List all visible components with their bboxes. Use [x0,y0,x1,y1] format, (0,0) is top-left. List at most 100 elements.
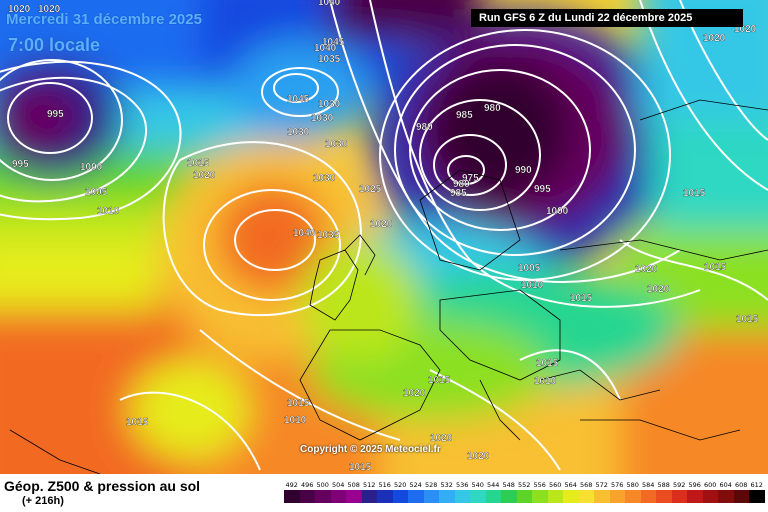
scale-step: 584 [640,481,656,503]
scale-swatch [485,490,501,503]
scale-step: 540 [470,481,486,503]
scale-step: 556 [532,481,548,503]
scale-label: 608 [735,481,748,489]
scale-step: 500 [315,481,331,503]
scale-swatch [563,490,579,503]
isobar-label: 1040 [318,0,341,8]
scale-swatch [671,490,687,503]
scale-swatch [594,490,610,503]
valid-time: 7:00 locale [8,35,101,55]
isobar-label: 985 [456,110,473,121]
scale-step: 568 [578,481,594,503]
scale-swatch [609,490,625,503]
run-info: Run GFS 6 Z du Lundi 22 décembre 2025 [471,9,743,27]
scale-label: 552 [518,481,531,489]
isobar-label: 1015 [536,358,559,369]
isobar-label: 1045 [322,37,345,48]
isobar-label: 980 [453,179,470,190]
scale-step: 564 [563,481,579,503]
isobar-label: 1015 [349,462,372,473]
scale-swatch [377,490,393,503]
scale-swatch [439,490,455,503]
isobar-label: 1020 [703,33,726,44]
scale-label: 504 [332,481,345,489]
scale-step: 548 [501,481,517,503]
isobar-label: 1000 [546,206,569,217]
scale-swatch [299,490,315,503]
scale-label: 528 [425,481,438,489]
scale-swatch [454,490,470,503]
scale-label: 516 [378,481,391,489]
isobar-label: 1020 [193,170,216,181]
scale-step: 576 [609,481,625,503]
isobar-label: 1010 [521,280,544,291]
scale-step: 592 [671,481,687,503]
isobar-label: 1015 [287,398,310,409]
scale-label: 600 [704,481,717,489]
isobar-label: 1015 [428,375,451,386]
isobar-label: 1020 [635,264,658,275]
scale-swatch [470,490,486,503]
scale-label: 568 [580,481,593,489]
scale-label: 584 [642,481,655,489]
isobar-label: 1040 [314,43,337,54]
scale-label: 544 [487,481,500,489]
isobar-label: 1030 [325,139,348,150]
scale-swatch [547,490,563,503]
scale-swatch [687,490,703,503]
isobar-label: 1035 [317,230,340,241]
scale-label: 540 [471,481,484,489]
scale-step: 600 [702,481,718,503]
scale-swatch [640,490,656,503]
scale-label: 564 [564,481,577,489]
isobar-label: 1010 [284,415,307,426]
scale-step: 492 [284,481,300,503]
isobar-label: 1015 [704,262,727,273]
scale-step: 608 [733,481,749,503]
scale-step: 516 [377,481,393,503]
scale-swatch [284,490,300,503]
isobar-label: 1020 [38,4,61,15]
isobar-label: 1030 [311,113,334,124]
scale-label: 576 [611,481,624,489]
scale-step: 580 [625,481,641,503]
scale-step: 544 [485,481,501,503]
scale-swatch [423,490,439,503]
scale-swatch [625,490,641,503]
isobar-label: 995 [47,109,64,120]
scale-swatch [516,490,532,503]
isobar-label: 990 [515,165,532,176]
scale-label: 592 [673,481,686,489]
isobar-label: 1015 [570,293,593,304]
scale-swatch [330,490,346,503]
scale-step: 520 [392,481,408,503]
isobar-label: 980 [416,122,433,133]
scale-step: 604 [718,481,734,503]
coastlines [9,99,768,474]
scale-label: 520 [394,481,407,489]
isobar-label: 1030 [287,127,310,138]
copyright-notice: Copyright © 2025 Meteociel.fr [300,444,441,455]
isobar-label: 980 [484,103,501,114]
isobar-label: 975 [462,173,479,184]
isobar-label: 1010 [534,376,557,387]
isobar-label: 1035 [318,54,341,65]
scale-label: 524 [409,481,422,489]
isobar-label: 1020 [467,451,490,462]
isobar-label: 995 [12,159,29,170]
scale-label: 508 [347,481,360,489]
scale-swatch [702,490,718,503]
scale-label: 580 [626,481,639,489]
isobar-label: 1020 [370,219,393,230]
isobar-label: 1030 [318,99,341,110]
geopotential-field [0,0,768,474]
scale-step: 504 [330,481,346,503]
isobar-label: 1020 [430,433,453,444]
scale-step: 612 [749,481,765,503]
forecast-step: (+ 216h) [22,495,64,507]
valid-date: Mercredi 31 décembre 2025 [6,11,202,28]
footer: Géop. Z500 & pression au sol (+ 216h) 49… [0,474,768,512]
scale-label: 596 [688,481,701,489]
isobar-label: 1015 [187,158,210,169]
